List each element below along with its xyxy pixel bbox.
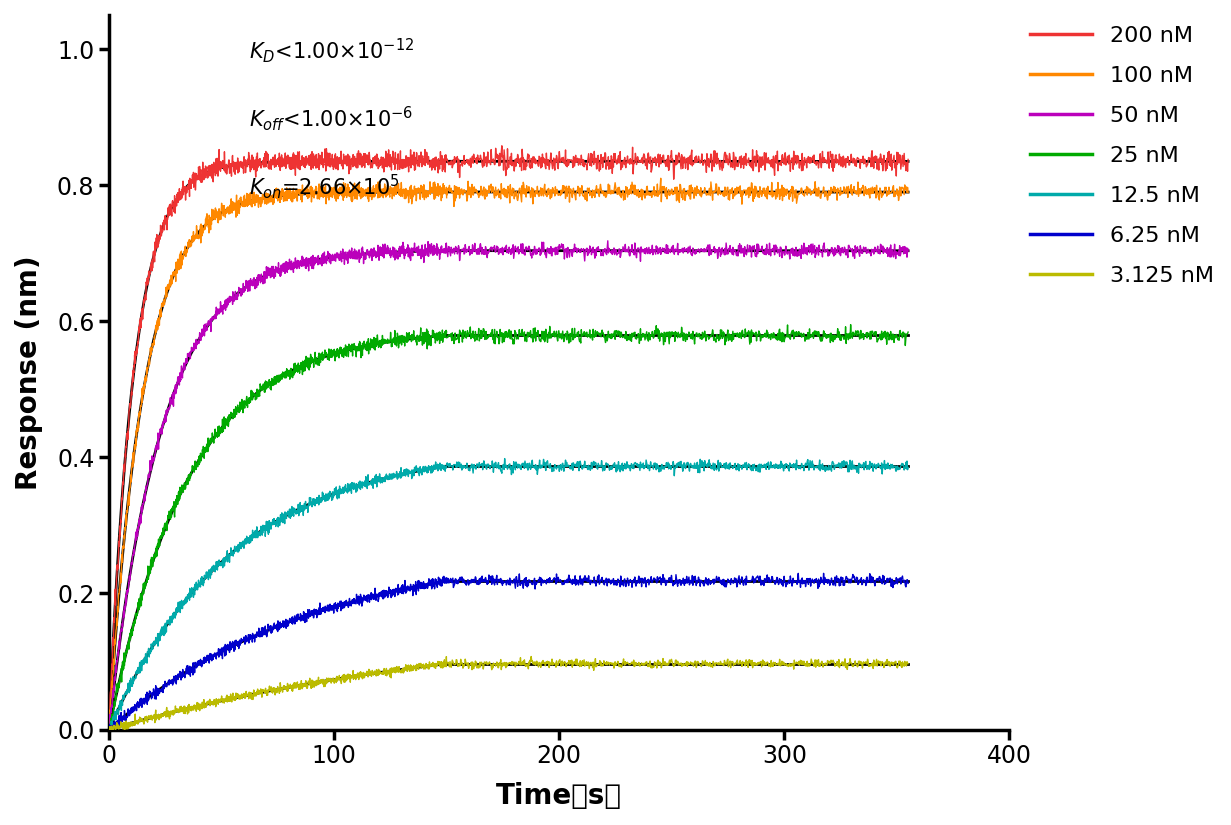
Text: $\mathit{K}_\mathit{on}$=2.66×10$^{5}$: $\mathit{K}_\mathit{on}$=2.66×10$^{5}$ [249,172,399,201]
Text: $\mathit{K}_\mathit{D}$<1.00×10$^{-12}$: $\mathit{K}_\mathit{D}$<1.00×10$^{-12}$ [249,36,414,65]
Y-axis label: Response (nm): Response (nm) [15,255,43,489]
X-axis label: Time（s）: Time（s） [496,782,622,810]
Text: $\mathit{K}_\mathit{off}$<1.00×10$^{-6}$: $\mathit{K}_\mathit{off}$<1.00×10$^{-6}$ [249,104,412,133]
Legend: 200 nM, 100 nM, 50 nM, 25 nM, 12.5 nM, 6.25 nM, 3.125 nM: 200 nM, 100 nM, 50 nM, 25 nM, 12.5 nM, 6… [1029,26,1214,286]
